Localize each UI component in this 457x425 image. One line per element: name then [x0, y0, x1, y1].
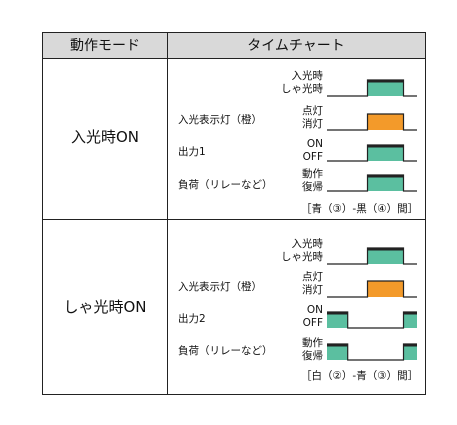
- wiring-note-1: ［青（③）-黒（④）間］: [301, 203, 419, 215]
- header-timechart: タイムチャート: [247, 38, 345, 54]
- state-high-0-0: 入光時: [291, 70, 324, 82]
- state-low-1-1: 消灯: [302, 284, 323, 296]
- pulse-block: [367, 80, 404, 96]
- waveform-output-1: [327, 144, 417, 162]
- state-high-1-3: 動作: [302, 337, 323, 349]
- signal-line: [327, 311, 417, 329]
- waveform-load-1: [327, 174, 417, 192]
- state-high-1-1: 点灯: [302, 271, 323, 283]
- signal-line: [327, 113, 417, 131]
- table-header: 動作モード タイムチャート: [43, 33, 425, 59]
- waveform-load-2: [327, 343, 417, 361]
- pulse-block: [367, 114, 404, 130]
- signal-line: [327, 280, 417, 298]
- timing-table: 動作モード タイムチャート 入光時ON 入光表示灯（橙） 出力1 負荷（リレーな…: [42, 32, 426, 395]
- row-label-indicator: 入光表示灯（橙）: [178, 281, 262, 293]
- row-label-load: 負荷（リレーなど）: [178, 345, 273, 357]
- signal-line: [327, 343, 417, 361]
- pulse-block: [403, 312, 417, 328]
- row-label-indicator: 入光表示灯（橙）: [178, 114, 262, 126]
- signal-line: [327, 79, 417, 97]
- mode-dark-on: しゃ光時ON: [63, 298, 147, 316]
- pulse-block: [403, 344, 417, 360]
- waveform-input-2: [327, 247, 417, 265]
- mode-light-on: 入光時ON: [70, 128, 140, 146]
- signal-line: [327, 247, 417, 265]
- state-high-0-3: 動作: [302, 168, 323, 180]
- state-high-0-1: 点灯: [302, 105, 323, 117]
- signal-line: [327, 144, 417, 162]
- state-high-1-2: ON: [306, 304, 323, 316]
- wiring-note-2: ［白（②）-青（③）間］: [301, 370, 419, 382]
- signal-line: [327, 174, 417, 192]
- header-mode: 動作モード: [70, 38, 140, 54]
- pulse-block: [367, 175, 404, 191]
- pulse-block: [367, 145, 404, 161]
- waveform-input-1: [327, 79, 417, 97]
- state-high-1-0: 入光時: [291, 238, 324, 250]
- waveform-indicator-2: [327, 280, 417, 298]
- row-divider: [43, 219, 425, 220]
- state-low-0-0: しゃ光時: [281, 83, 323, 95]
- state-low-0-2: OFF: [302, 151, 323, 163]
- state-low-1-3: 復帰: [302, 350, 323, 362]
- waveform-output-2: [327, 311, 417, 329]
- pulse-block: [327, 344, 348, 360]
- waveform-indicator-1: [327, 113, 417, 131]
- column-divider: [167, 33, 168, 394]
- state-high-0-2: ON: [306, 138, 323, 150]
- pulse-block: [327, 312, 348, 328]
- state-low-1-2: OFF: [302, 317, 323, 329]
- row-label-load: 負荷（リレーなど）: [178, 179, 273, 191]
- pulse-block: [367, 281, 404, 297]
- pulse-block: [367, 248, 404, 264]
- row-label-output: 出力2: [178, 313, 206, 325]
- state-low-0-3: 復帰: [302, 181, 323, 193]
- state-low-1-0: しゃ光時: [281, 251, 323, 263]
- row-label-output: 出力1: [178, 146, 206, 158]
- state-low-0-1: 消灯: [302, 118, 323, 130]
